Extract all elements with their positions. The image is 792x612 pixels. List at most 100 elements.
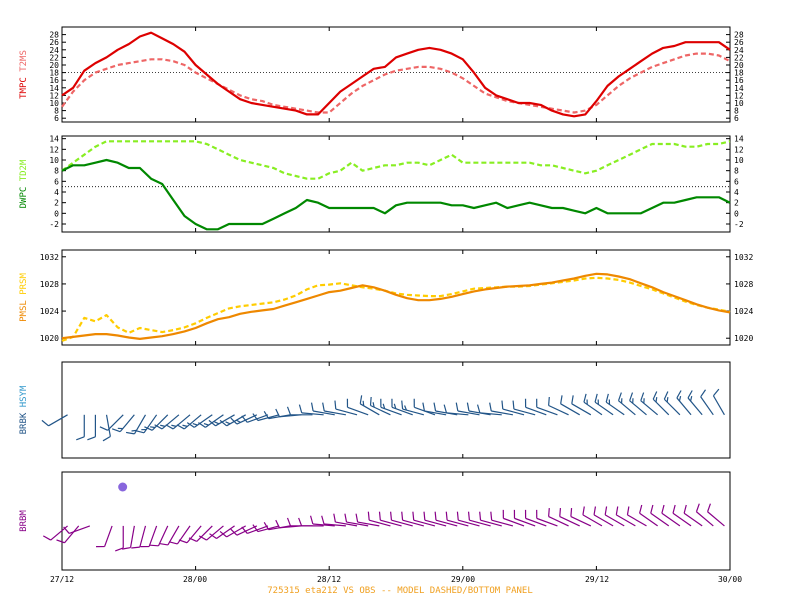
x-tick-label: 29/00 — [451, 575, 475, 584]
y-tick-label: 18 — [734, 69, 744, 78]
wind-barb-feather — [476, 404, 481, 414]
wind-barb-staff — [402, 519, 424, 527]
wind-barb-staff — [525, 517, 547, 527]
x-tick-label: 29/12 — [585, 575, 609, 584]
wind-barb — [286, 406, 313, 416]
wind-barb — [422, 402, 447, 416]
wind-barb-feather — [650, 504, 654, 514]
wind-barb-feather — [144, 426, 153, 431]
wind-barb-staff — [301, 412, 324, 416]
wind-barb-feather — [617, 392, 622, 401]
wind-barb-staff — [570, 516, 592, 527]
wind-barb-feather — [149, 544, 159, 547]
y-tick-label: 26 — [734, 38, 744, 47]
panel-5: BRBM — [19, 471, 731, 571]
wind-barb — [99, 414, 124, 431]
wind-barb — [467, 511, 491, 527]
wind-barb-staff — [707, 511, 725, 527]
wind-barb-staff — [64, 525, 80, 544]
y-tick-label: 6 — [734, 177, 739, 186]
wind-barb-staff — [335, 408, 358, 416]
wind-barb — [359, 395, 380, 416]
y-axis-label-part: TMPC — [19, 77, 29, 99]
y-tick-label: 2 — [734, 199, 739, 208]
y-axis-label-part: HSYM — [19, 385, 29, 413]
wind-barb — [322, 402, 347, 416]
wind-barb-feather — [695, 503, 700, 512]
y-tick-label: 1020 — [734, 334, 753, 343]
wind-barb-staff — [700, 396, 714, 416]
wind-barb-staff — [206, 525, 224, 541]
wind-barb — [536, 509, 558, 527]
wind-barb-feather — [712, 388, 720, 397]
wind-barb-feather — [605, 393, 609, 403]
wind-barb-feather — [241, 526, 248, 534]
wind-barb — [687, 390, 703, 416]
calm-marker-dot — [118, 482, 128, 492]
wind-barb-feather — [198, 535, 207, 541]
wind-barb-feather — [165, 424, 174, 430]
y-tick-label: 10 — [49, 156, 59, 165]
wind-barb-staff — [312, 523, 335, 527]
y-tick-label: 18 — [49, 69, 59, 78]
y-tick-label: 6 — [54, 114, 59, 123]
y-tick-label: 16 — [734, 76, 744, 85]
wind-barb-staff — [480, 519, 502, 527]
wind-barb-feather — [219, 531, 228, 538]
wind-barb-staff — [582, 514, 603, 527]
wind-barb-feather — [171, 424, 177, 427]
wind-barb-feather — [159, 542, 168, 546]
wind-barb-feather — [235, 419, 241, 423]
wind-barb-feather — [629, 392, 634, 401]
wind-barb-staff — [458, 519, 480, 527]
wind-barb — [513, 509, 536, 527]
wind-barb-feather — [168, 541, 178, 545]
wind-barb — [186, 414, 213, 428]
wind-barb-feather — [390, 511, 393, 521]
wind-barb-feather — [663, 391, 669, 400]
wind-barb-feather — [404, 405, 408, 411]
wind-barb-feather — [188, 537, 197, 543]
wind-barb-staff — [435, 519, 458, 527]
wind-barb — [626, 506, 647, 527]
wind-barb-feather — [186, 422, 195, 428]
wind-barb — [131, 525, 147, 549]
wind-barb-staff — [357, 521, 380, 527]
wind-barb — [443, 404, 469, 416]
wind-barb-feather — [640, 392, 645, 401]
wind-barb — [298, 517, 324, 527]
x-tick-label: 28/12 — [317, 575, 341, 584]
wind-barb-feather — [203, 422, 209, 426]
wind-barb — [479, 511, 502, 527]
y-axis-label-part: PMSL — [19, 300, 29, 322]
wind-barb — [144, 414, 169, 431]
wind-barb-feather — [678, 396, 682, 402]
wind-barb-feather — [434, 511, 437, 521]
y-axis-label: BRBK HSYM — [19, 385, 29, 434]
wind-barb-staff — [536, 517, 558, 527]
wind-barb — [593, 506, 614, 527]
wind-barb-feather — [467, 511, 470, 521]
wind-barb — [355, 513, 380, 527]
model-series-line — [61, 140, 731, 180]
wind-barb-staff — [104, 525, 113, 547]
wind-barb-feather — [322, 402, 325, 412]
wind-barb — [672, 504, 692, 527]
wind-barb-feather — [456, 511, 459, 521]
wind-barb — [629, 392, 647, 416]
y-tick-label: 26 — [49, 38, 59, 47]
y-tick-label: 10 — [49, 99, 59, 108]
wind-barb-feather — [309, 515, 314, 525]
wind-barb — [333, 513, 358, 527]
panel-frame — [61, 26, 731, 123]
wind-barb-staff — [216, 525, 235, 540]
wind-barb — [663, 391, 681, 416]
wind-barb-staff — [571, 403, 592, 416]
y-tick-label: 6 — [54, 177, 59, 186]
wind-barb-feather — [310, 402, 314, 412]
wind-barb — [434, 511, 458, 527]
wind-barb-feather — [593, 506, 597, 515]
wind-barb — [683, 504, 703, 527]
wind-barb-feather — [479, 511, 482, 521]
y-tick-label: 1024 — [40, 307, 59, 316]
